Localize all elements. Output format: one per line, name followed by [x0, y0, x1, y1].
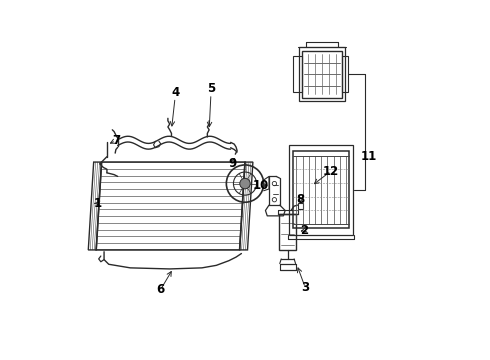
Text: 6: 6 — [157, 283, 165, 296]
Text: 12: 12 — [323, 165, 339, 177]
Bar — [289, 145, 353, 235]
Bar — [299, 47, 345, 101]
Text: 10: 10 — [253, 179, 270, 192]
Text: 1: 1 — [94, 197, 102, 210]
Circle shape — [240, 178, 250, 189]
Text: 7: 7 — [112, 134, 120, 147]
Text: 9: 9 — [228, 157, 237, 170]
Text: 4: 4 — [171, 86, 179, 99]
Text: 3: 3 — [301, 281, 309, 294]
Bar — [297, 203, 303, 209]
Text: 5: 5 — [207, 82, 215, 95]
Bar — [279, 214, 296, 250]
Text: 2: 2 — [300, 224, 308, 237]
Bar — [342, 56, 348, 92]
Text: 11: 11 — [361, 150, 377, 163]
Bar — [294, 151, 349, 228]
Bar — [294, 56, 302, 92]
Text: 8: 8 — [296, 193, 305, 206]
Bar — [302, 51, 342, 98]
